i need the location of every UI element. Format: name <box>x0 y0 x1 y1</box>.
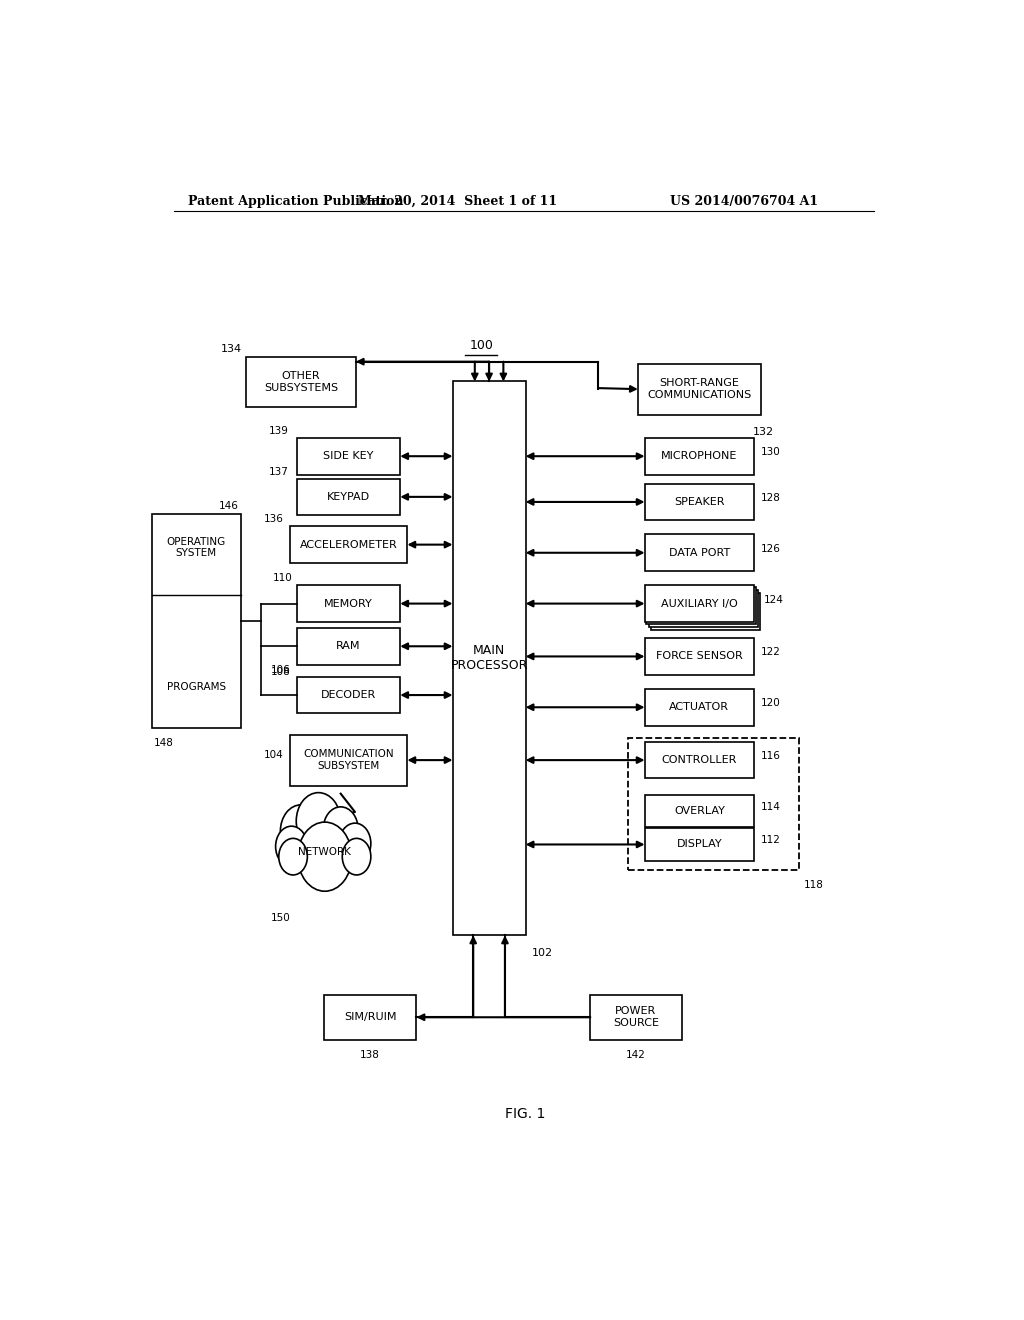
Text: COMMUNICATION
SUBSYSTEM: COMMUNICATION SUBSYSTEM <box>303 750 394 771</box>
Text: MICROPHONE: MICROPHONE <box>662 451 737 461</box>
Bar <box>645 689 754 726</box>
Text: FIG. 1: FIG. 1 <box>505 1106 545 1121</box>
Text: 130: 130 <box>761 447 780 457</box>
Bar <box>645 742 754 779</box>
Text: 146: 146 <box>219 502 239 511</box>
Text: KEYPAD: KEYPAD <box>327 492 371 502</box>
Text: ACTUATOR: ACTUATOR <box>670 702 729 713</box>
Bar <box>645 535 754 572</box>
Text: 136: 136 <box>263 515 284 524</box>
Text: 126: 126 <box>761 544 780 553</box>
Bar <box>453 381 525 936</box>
Bar <box>297 628 400 664</box>
Text: OTHER
SUBSYSTEMS: OTHER SUBSYSTEMS <box>264 371 338 393</box>
Bar <box>290 735 408 785</box>
Circle shape <box>342 838 371 875</box>
Bar <box>651 594 761 630</box>
Bar <box>297 438 400 474</box>
Bar <box>290 527 408 562</box>
Text: 100: 100 <box>469 338 494 351</box>
Circle shape <box>339 824 371 863</box>
Circle shape <box>279 838 307 875</box>
Text: 104: 104 <box>264 750 284 760</box>
Text: 150: 150 <box>270 912 291 923</box>
Bar <box>645 638 754 675</box>
Text: SHORT-RANGE
COMMUNICATIONS: SHORT-RANGE COMMUNICATIONS <box>647 379 752 400</box>
Text: RAM: RAM <box>336 642 360 651</box>
Bar <box>645 438 754 474</box>
Text: 124: 124 <box>764 594 783 605</box>
Bar <box>297 479 400 515</box>
Circle shape <box>275 826 307 867</box>
Text: SIM/RUIM: SIM/RUIM <box>344 1012 396 1022</box>
Text: 128: 128 <box>761 492 780 503</box>
Text: DECODER: DECODER <box>321 690 376 700</box>
Text: ACCELEROMETER: ACCELEROMETER <box>300 540 397 549</box>
Text: 108: 108 <box>271 667 291 677</box>
Bar <box>646 587 756 624</box>
Bar <box>325 995 416 1040</box>
Text: CONTROLLER: CONTROLLER <box>662 755 737 766</box>
Bar <box>297 585 400 622</box>
Text: 148: 148 <box>154 738 173 747</box>
Text: NETWORK: NETWORK <box>298 846 351 857</box>
Circle shape <box>298 822 352 891</box>
Text: 137: 137 <box>269 466 289 477</box>
Text: 138: 138 <box>360 1049 380 1060</box>
Text: 134: 134 <box>221 343 243 354</box>
Text: SIDE KEY: SIDE KEY <box>324 451 374 461</box>
Text: 106: 106 <box>271 665 291 675</box>
Text: POWER
SOURCE: POWER SOURCE <box>613 1006 658 1028</box>
Text: MEMORY: MEMORY <box>325 598 373 609</box>
Text: 116: 116 <box>761 751 780 762</box>
Text: 142: 142 <box>626 1049 646 1060</box>
Text: 102: 102 <box>531 948 553 957</box>
Text: DISPLAY: DISPLAY <box>677 840 722 850</box>
Circle shape <box>281 805 322 858</box>
Bar <box>645 795 754 828</box>
Circle shape <box>324 807 358 851</box>
Bar <box>628 738 799 870</box>
Bar <box>638 364 761 414</box>
Text: 139: 139 <box>269 426 289 436</box>
Bar <box>297 677 400 713</box>
Text: 122: 122 <box>761 647 780 657</box>
Text: 118: 118 <box>804 880 823 890</box>
Text: Patent Application Publication: Patent Application Publication <box>187 194 403 207</box>
Text: 112: 112 <box>761 836 780 845</box>
Bar <box>246 356 355 408</box>
Circle shape <box>296 792 341 850</box>
Text: Mar. 20, 2014  Sheet 1 of 11: Mar. 20, 2014 Sheet 1 of 11 <box>357 194 557 207</box>
Text: PROGRAMS: PROGRAMS <box>167 682 226 692</box>
Bar <box>645 828 754 861</box>
Text: OPERATING
SYSTEM: OPERATING SYSTEM <box>167 537 226 558</box>
Text: 120: 120 <box>761 698 780 709</box>
Text: AUXILIARY I/O: AUXILIARY I/O <box>662 598 737 609</box>
Text: OVERLAY: OVERLAY <box>674 807 725 816</box>
Bar <box>645 585 754 622</box>
Bar <box>648 590 758 627</box>
Text: SPEAKER: SPEAKER <box>674 496 725 507</box>
Bar <box>152 515 241 727</box>
Bar <box>590 995 682 1040</box>
Text: 110: 110 <box>273 573 293 583</box>
Text: 132: 132 <box>753 426 774 437</box>
Text: 114: 114 <box>761 801 780 812</box>
Text: FORCE SENSOR: FORCE SENSOR <box>656 652 742 661</box>
Text: US 2014/0076704 A1: US 2014/0076704 A1 <box>671 194 818 207</box>
Text: MAIN
PROCESSOR: MAIN PROCESSOR <box>451 644 527 672</box>
Bar <box>645 483 754 520</box>
Text: DATA PORT: DATA PORT <box>669 548 730 558</box>
